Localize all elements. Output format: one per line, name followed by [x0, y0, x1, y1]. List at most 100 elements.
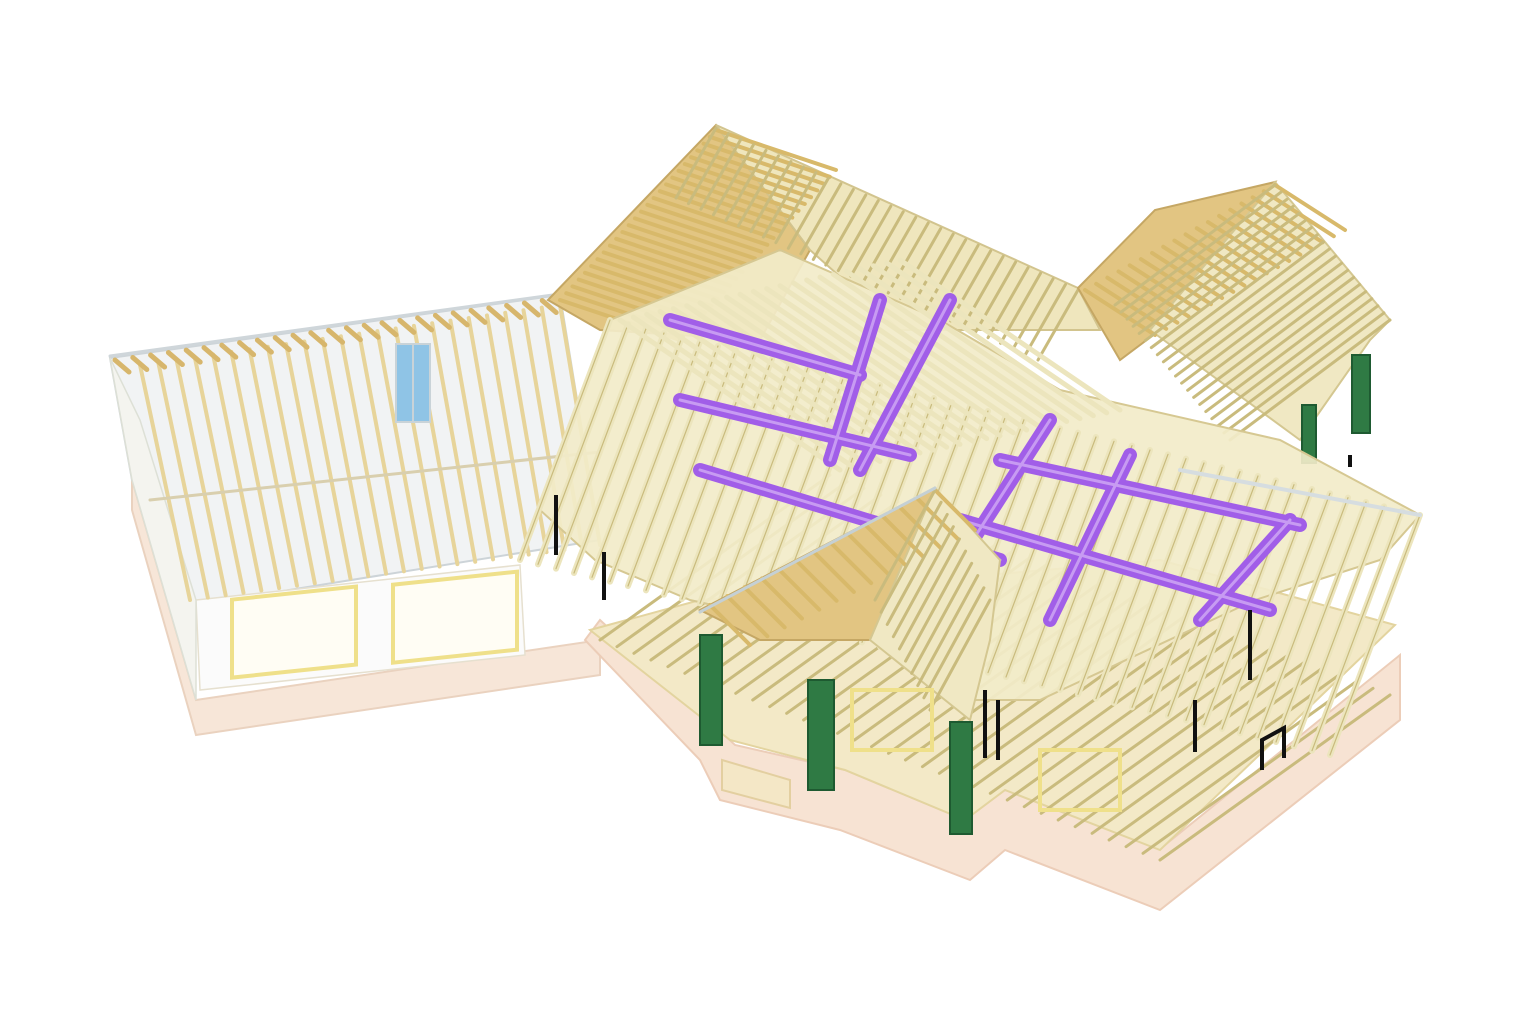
rear-rafter-right [749, 160, 793, 234]
metal-brackets [554, 455, 1352, 770]
right-rafter-right [1125, 197, 1289, 321]
main-rafter-edge [1239, 492, 1331, 734]
rear-rafter-right [824, 193, 868, 267]
garage-rafter-tail [165, 350, 185, 368]
right-rafter-right [1186, 268, 1350, 392]
porch-column-1 [699, 634, 723, 746]
purlin-highlight [668, 318, 862, 377]
garage-rafter-tail [539, 297, 559, 315]
deck-joist [1090, 666, 1324, 835]
garage-rafter-tail [219, 342, 239, 360]
porch-rafter-left [777, 567, 822, 612]
rear-rafter-right [699, 137, 743, 211]
porch-rafter-left [708, 603, 752, 647]
porch-column-2 [807, 679, 835, 791]
garage-rafter-tail [432, 312, 452, 330]
garage-rafter-tail [326, 327, 346, 345]
purlin-highlight [1198, 518, 1292, 622]
rear-rafter-right [974, 260, 1018, 334]
right-column-back [1351, 354, 1371, 434]
rear-rafter-right [861, 210, 905, 284]
right-rafter-right [1222, 311, 1386, 435]
garage-fascia [108, 292, 562, 358]
porch-rafter-right [922, 586, 986, 700]
rear-rafter-right [874, 215, 918, 289]
porch-rafter-right [910, 561, 974, 675]
right-rafter-right [1228, 318, 1392, 442]
garage-rafter-tail [290, 332, 310, 350]
garage-stud [484, 313, 531, 557]
garage-rafter-tail [254, 337, 274, 355]
rear-rafter-right [736, 154, 780, 228]
garage-rafter-tail [397, 317, 417, 335]
garage-rafter-tail [272, 335, 292, 353]
deck-joist [1124, 680, 1358, 849]
porch-rafter-right [891, 525, 955, 639]
main-hip-roof [517, 248, 1423, 758]
garage-stud [302, 339, 353, 581]
right-rafter-right [1113, 183, 1277, 307]
garage-stud [174, 357, 228, 598]
porch-window-left [850, 688, 934, 752]
rear-rafter-left [676, 168, 801, 213]
deck-joist [1141, 686, 1375, 855]
right-rafter-right [1149, 226, 1313, 350]
garage-stud [320, 336, 371, 579]
main-rafter-edge [627, 345, 719, 587]
garage-side-wall [109, 357, 197, 701]
right-rafter-right [1167, 247, 1331, 371]
garage-rafter-tail [201, 345, 221, 363]
porch-rafter-right [897, 537, 961, 651]
main-rafters [517, 257, 1423, 758]
main-hip-rafter [617, 317, 843, 473]
porch-rafter-left [829, 541, 874, 586]
rear-rafter-left [707, 134, 832, 179]
purlin-highlight [828, 298, 882, 462]
garage-door-left [230, 584, 358, 680]
rear-rafter-right [786, 176, 830, 250]
main-hip-rafter [790, 280, 1016, 436]
garage-rafter-tail [379, 320, 399, 338]
porch-rafter-right [873, 488, 937, 602]
right-rafter-right [1137, 211, 1301, 335]
main-hip-rafter [884, 260, 1110, 416]
deck-joist [971, 620, 1205, 789]
main-hip-rafter [897, 257, 1123, 413]
porch-rafter-left [742, 585, 787, 630]
rear-rafter-left [614, 236, 739, 281]
rear-rafter-right [811, 187, 855, 261]
porch-columns [699, 634, 973, 835]
porch-steps [721, 758, 791, 810]
garage-stud [375, 329, 424, 571]
main-hip-rafter [830, 271, 1056, 427]
main-rafter-edge [609, 341, 701, 583]
main-rafter-edge [1275, 501, 1367, 743]
rear-rafter-left [670, 175, 795, 220]
porch-rafter-left [759, 576, 804, 621]
purlin-highlight [858, 298, 952, 472]
right-rafter-left [1116, 269, 1191, 319]
right-rafter-right [1143, 219, 1307, 343]
deck-joist [1039, 646, 1273, 815]
garage-stud [338, 334, 389, 576]
garage-stud [357, 331, 406, 574]
garage-rafter-tail [504, 302, 524, 320]
rear-rafter-left [626, 223, 751, 268]
garage-rafter-tail [148, 352, 168, 370]
rear-rafter-right [674, 126, 718, 200]
main-hip-rafter [870, 263, 1096, 419]
porch-rafter-right [904, 549, 968, 663]
porch-rafter-right [928, 598, 992, 712]
rear-rafter-left [639, 209, 764, 254]
purlin-highlight [1048, 453, 1132, 622]
porch-gable-roof [697, 486, 1122, 812]
deck-joist [1073, 660, 1307, 829]
porch-fascia [698, 486, 937, 614]
deck-joist [1107, 673, 1341, 842]
main-rafter-edge [1329, 514, 1421, 756]
main-rafter-edge [519, 319, 611, 561]
rear-rafters [558, 126, 1080, 362]
rear-rafter-right [924, 238, 968, 312]
porch-rafter-left [846, 532, 891, 577]
main-hip-rafter [630, 314, 856, 470]
